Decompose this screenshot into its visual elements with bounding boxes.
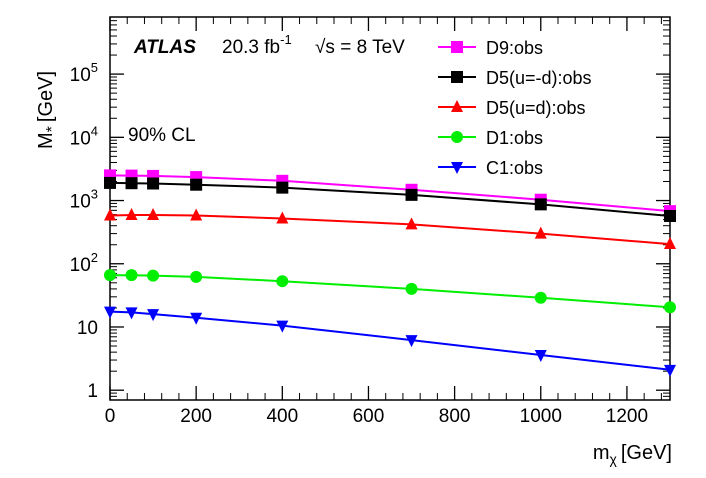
legend-marker [451, 131, 463, 143]
x-tick-label: 600 [353, 406, 385, 427]
data-point [125, 177, 138, 190]
x-tick-label: 1200 [606, 406, 648, 427]
data-point [190, 178, 203, 191]
data-point [405, 282, 418, 295]
data-point [276, 320, 289, 333]
y-tick-label: 103 [70, 187, 98, 213]
legend-entry: C1:obs [438, 158, 543, 178]
series-layer [104, 169, 676, 377]
legend-label: D5(u=d):obs [486, 98, 586, 118]
data-point [276, 211, 289, 224]
data-point [190, 312, 203, 325]
y-tick-label: 10 [77, 318, 98, 339]
legend-label: C1:obs [486, 158, 543, 178]
x-tick-label: 1000 [520, 406, 562, 427]
series-line [109, 310, 671, 371]
legend-entry: D1:obs [438, 128, 543, 148]
data-point [534, 291, 547, 304]
data-point [534, 198, 547, 211]
series-2 [104, 208, 676, 250]
data-point [125, 169, 138, 182]
data-point [405, 217, 418, 230]
legend-entry: D5(u=-d):obs [438, 68, 592, 88]
atlas-label: ATLAS [133, 37, 196, 58]
data-point [125, 269, 138, 282]
axis-ticks: 0 200 400 600 800 1000 1200 1 10 102 103 104 105 [70, 16, 670, 427]
data-point [147, 269, 160, 282]
data-point [125, 208, 138, 221]
legend-entry: D5(u=d):obs [438, 98, 586, 118]
series-1 [104, 176, 676, 222]
data-point [147, 208, 160, 221]
x-tick-label: 800 [439, 406, 471, 427]
data-point [534, 226, 547, 239]
legend: D9:obs D5(u=-d):obs D5(u=d):obs D1:obs C1:ob… [438, 38, 592, 178]
x-tick-label: 0 [105, 406, 116, 427]
legend-marker [451, 41, 463, 53]
data-point [104, 208, 116, 221]
series-line [109, 214, 671, 246]
data-point [405, 335, 418, 348]
legend-entry: D9:obs [438, 38, 543, 58]
data-point [147, 309, 160, 322]
legend-marker [451, 100, 463, 112]
y-tick-label: 104 [70, 123, 98, 149]
cl-label: 90% CL [128, 125, 196, 146]
legend-label: D1:obs [486, 128, 543, 148]
y-tick-label: 102 [70, 250, 98, 276]
series-4 [104, 306, 676, 377]
data-point [104, 269, 116, 282]
data-point [664, 364, 676, 377]
data-point [104, 176, 116, 189]
legend-marker [451, 71, 463, 83]
data-point [664, 301, 676, 314]
legend-label: D5(u=-d):obs [486, 68, 592, 88]
data-point [276, 181, 289, 194]
data-point [104, 306, 116, 319]
energy-label: √s = 8 TeV [315, 37, 405, 58]
y-axis-title: M*[GeV] [35, 71, 61, 149]
data-point [534, 350, 547, 363]
lumi-label: 20.3 fb-1 [222, 32, 292, 58]
data-point [190, 208, 203, 221]
data-point [190, 270, 203, 283]
x-tick-label: 200 [180, 406, 212, 427]
data-point [664, 209, 676, 222]
data-point [405, 188, 418, 201]
x-axis-title: mχ [GeV] [593, 442, 672, 467]
data-point [664, 237, 676, 250]
y-tick-label: 1 [87, 381, 98, 402]
data-point [125, 307, 138, 320]
series-3 [104, 269, 676, 314]
data-point [276, 275, 289, 288]
y-tick-label: 105 [70, 60, 98, 86]
x-tick-label: 400 [266, 406, 298, 427]
data-point [147, 177, 160, 190]
legend-label: D9:obs [486, 38, 543, 58]
legend-marker [451, 162, 463, 174]
